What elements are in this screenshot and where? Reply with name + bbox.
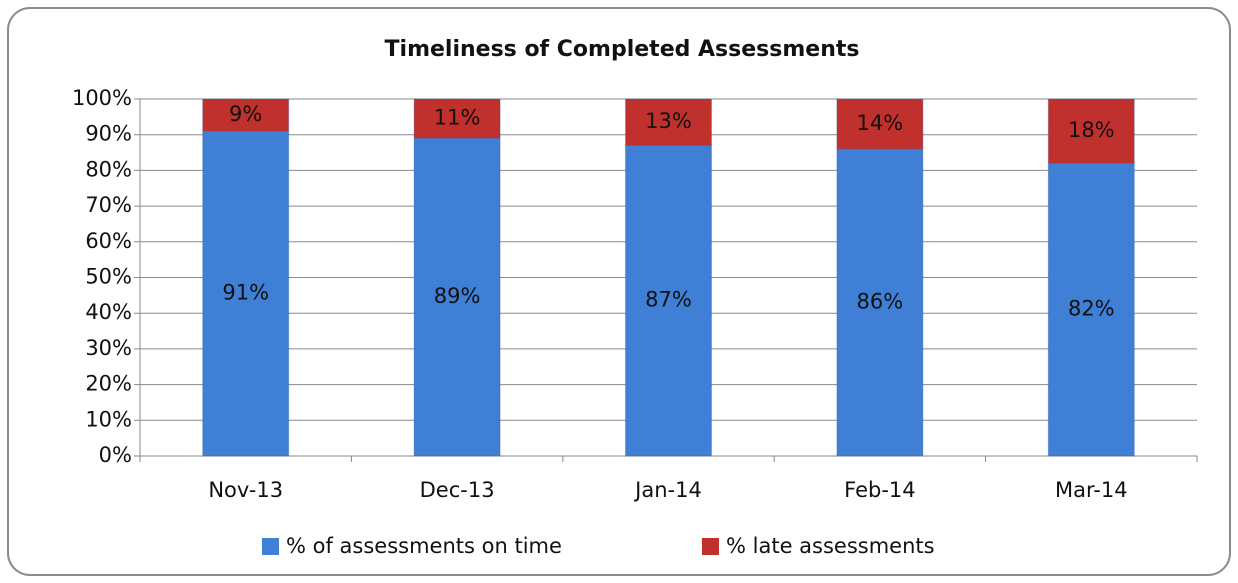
data-label: 86% (857, 289, 904, 313)
chart-title: Timeliness of Completed Assessments (385, 37, 860, 62)
data-label: 89% (434, 284, 481, 308)
chart-frame (7, 7, 1231, 576)
data-label: 91% (222, 281, 269, 305)
y-tick-label: 70% (85, 193, 132, 217)
data-label: 18% (1068, 118, 1115, 142)
legend-swatch (262, 538, 279, 555)
bar-segment (836, 98, 924, 150)
y-tick-label: 40% (85, 300, 132, 324)
legend-label: % late assessments (726, 534, 935, 558)
y-tick-label: 30% (85, 336, 132, 360)
legend-swatch (702, 538, 719, 555)
y-tick-label: 20% (85, 372, 132, 396)
data-label: 13% (645, 109, 692, 133)
bar-segment (625, 98, 712, 146)
bar-segment (836, 148, 924, 457)
x-tick-label: Mar-14 (1055, 478, 1128, 502)
bar-segment (413, 137, 501, 457)
legend-label: % of assessments on time (286, 534, 562, 558)
data-label: 9% (229, 102, 262, 126)
x-tick-label: Nov-13 (208, 478, 283, 502)
y-tick-label: 90% (85, 122, 132, 146)
data-label: 87% (645, 288, 692, 312)
y-tick-label: 10% (85, 407, 132, 431)
y-tick-label: 60% (85, 229, 132, 253)
y-tick-label: 50% (85, 265, 132, 289)
y-tick-label: 0% (99, 443, 132, 467)
x-tick-label: Jan-14 (633, 478, 702, 502)
data-label: 11% (434, 106, 481, 130)
x-tick-label: Feb-14 (844, 478, 915, 502)
bar-segment (1047, 162, 1135, 457)
y-tick-label: 100% (72, 86, 132, 110)
data-label: 82% (1068, 297, 1115, 321)
y-tick-label: 80% (85, 157, 132, 181)
bar-segment (202, 98, 290, 132)
bar-segment (625, 144, 712, 457)
x-tick-label: Dec-13 (420, 478, 495, 502)
bar-segment (1047, 98, 1135, 164)
data-label: 14% (857, 111, 904, 135)
bar-segment (413, 98, 501, 139)
